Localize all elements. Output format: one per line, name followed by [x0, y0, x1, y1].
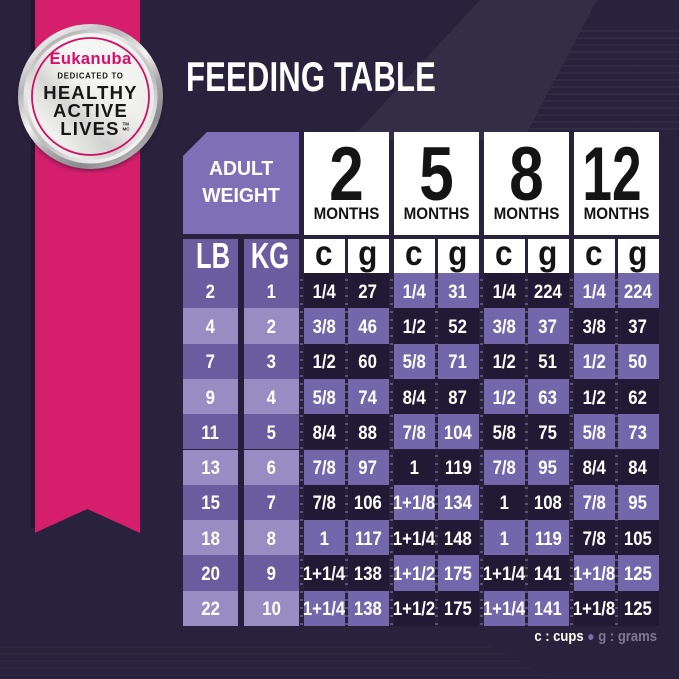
- svg-text:MC: MC: [122, 126, 130, 131]
- svg-text:HEALTHY: HEALTHY: [43, 82, 137, 103]
- svg-text:ACTIVE: ACTIVE: [52, 100, 127, 121]
- svg-text:Eukanuba: Eukanuba: [49, 50, 131, 68]
- svg-text:DEDICATED TO: DEDICATED TO: [57, 71, 123, 80]
- svg-text:TM: TM: [122, 121, 129, 126]
- svg-text:LIVES: LIVES: [60, 118, 119, 139]
